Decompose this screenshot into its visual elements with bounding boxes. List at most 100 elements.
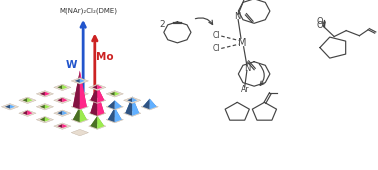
Polygon shape [5,105,10,107]
Polygon shape [108,108,115,122]
Polygon shape [97,116,104,126]
Polygon shape [80,79,85,81]
Polygon shape [40,117,45,120]
Polygon shape [92,85,97,87]
Text: O: O [317,21,323,30]
Polygon shape [2,104,19,110]
Polygon shape [89,110,106,116]
Polygon shape [10,105,15,109]
Polygon shape [143,99,150,107]
Polygon shape [80,92,85,94]
Polygon shape [106,116,123,123]
Polygon shape [62,124,67,126]
Polygon shape [150,99,156,109]
Polygon shape [54,97,71,104]
Polygon shape [22,111,28,115]
Polygon shape [108,108,115,120]
Polygon shape [89,84,106,91]
Polygon shape [115,108,122,122]
Text: W: W [66,60,77,70]
Text: M(NAr)₂Cl₂(DME): M(NAr)₂Cl₂(DME) [59,8,117,14]
Polygon shape [71,104,88,110]
Text: N: N [244,64,251,73]
Text: O: O [316,17,323,26]
Polygon shape [97,90,104,113]
Text: Mo: Mo [96,52,114,62]
Polygon shape [75,79,80,81]
Polygon shape [124,97,141,104]
Polygon shape [143,99,150,109]
Polygon shape [36,116,54,123]
Polygon shape [57,98,62,102]
Polygon shape [71,129,88,136]
Polygon shape [89,123,106,129]
Polygon shape [106,104,123,110]
Polygon shape [97,107,104,113]
Polygon shape [57,111,62,115]
Polygon shape [28,98,33,102]
Polygon shape [124,110,141,116]
Polygon shape [40,92,45,94]
Polygon shape [71,91,88,97]
Polygon shape [90,90,97,116]
Polygon shape [75,92,80,94]
Polygon shape [54,84,71,91]
Polygon shape [97,116,104,129]
Text: N: N [234,12,240,21]
Polygon shape [71,116,88,123]
Polygon shape [40,105,45,109]
Polygon shape [108,100,115,107]
Polygon shape [97,86,104,103]
Polygon shape [54,123,71,129]
Polygon shape [62,124,67,128]
Polygon shape [73,71,80,109]
Polygon shape [110,92,115,96]
Polygon shape [40,92,45,96]
Polygon shape [73,107,80,120]
Polygon shape [108,100,115,109]
Text: Cl: Cl [213,45,221,53]
Polygon shape [75,92,80,96]
Polygon shape [132,96,139,113]
Polygon shape [90,86,97,103]
Polygon shape [90,107,97,113]
Polygon shape [28,111,33,113]
Polygon shape [45,92,50,96]
Polygon shape [71,78,88,84]
Polygon shape [62,98,67,100]
Polygon shape [36,91,54,97]
Polygon shape [97,107,104,116]
Polygon shape [57,124,62,126]
Polygon shape [10,105,15,107]
Polygon shape [75,79,80,83]
Polygon shape [62,85,67,89]
Polygon shape [80,92,85,96]
Polygon shape [28,98,33,100]
Polygon shape [19,110,36,116]
Polygon shape [57,111,62,113]
Polygon shape [80,79,85,83]
Polygon shape [132,98,137,102]
Polygon shape [36,104,54,110]
Polygon shape [90,107,97,116]
Polygon shape [89,97,106,104]
Polygon shape [22,98,28,102]
Polygon shape [97,90,104,116]
Polygon shape [132,96,139,116]
Polygon shape [92,85,97,89]
Polygon shape [28,111,33,115]
Polygon shape [115,100,122,109]
Polygon shape [132,98,137,100]
Polygon shape [150,99,156,107]
Polygon shape [106,91,123,97]
Polygon shape [115,108,122,120]
Polygon shape [90,116,97,126]
Polygon shape [127,98,132,102]
Text: 2: 2 [159,20,165,29]
Polygon shape [62,85,67,87]
Polygon shape [125,96,132,113]
Polygon shape [62,98,67,102]
Polygon shape [54,110,71,116]
Text: M: M [238,38,246,47]
Polygon shape [62,111,67,115]
